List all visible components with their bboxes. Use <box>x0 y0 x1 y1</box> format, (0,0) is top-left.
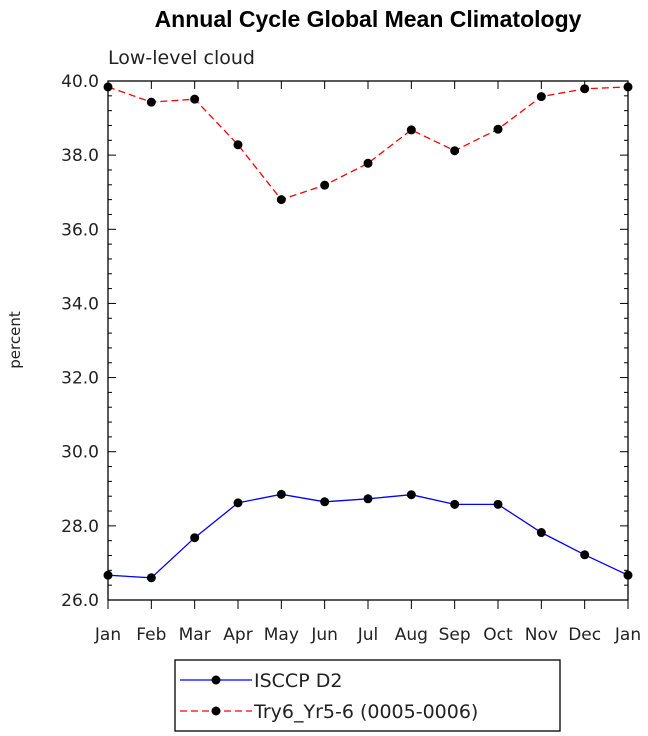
legend-box <box>174 659 561 732</box>
series-0-point <box>536 528 546 538</box>
series-1-point <box>320 180 330 190</box>
chart-subtitle: Low-level cloud <box>108 47 255 69</box>
series-1-point <box>406 125 416 135</box>
x-tick-label: May <box>264 625 299 645</box>
y-tick-label: 36.0 <box>61 220 99 240</box>
series-0-point <box>580 550 590 560</box>
legend-label-1: Try6_Yr5-6 (0005-0006) <box>253 701 478 723</box>
legend: ISCCP D2 Try6_Yr5-6 (0005-0006) <box>174 659 561 732</box>
series-0-point <box>146 573 156 583</box>
y-tick-label: 40.0 <box>61 72 99 92</box>
series-0-point <box>276 489 286 499</box>
series-1-point <box>190 94 200 104</box>
x-tick-label: Jan <box>614 625 641 645</box>
y-tick-label: 38.0 <box>61 146 99 166</box>
legend-marker-1 <box>211 706 221 716</box>
series-0-point <box>190 533 200 543</box>
x-tick-label: Nov <box>525 625 558 645</box>
y-tick-label: 28.0 <box>61 517 99 537</box>
x-tick-label: Sep <box>439 625 471 645</box>
x-tick-label: Apr <box>223 625 252 645</box>
series-1-point <box>450 146 460 156</box>
legend-marker-0 <box>211 675 221 685</box>
x-tick-label: Feb <box>136 625 166 645</box>
legend-label-0: ISCCP D2 <box>254 670 342 692</box>
x-tick-label: Jan <box>94 625 121 645</box>
series-1-point <box>146 97 156 107</box>
x-tick-label: Mar <box>179 625 211 645</box>
ticks-layer: 26.0 28.0 30.0 32.0 34.0 36.0 38.0 40.0 Jan Feb Ma… <box>61 72 641 645</box>
y-tick-label: 26.0 <box>61 591 99 611</box>
x-tick-label: Aug <box>395 625 428 645</box>
series-1-point <box>363 158 373 168</box>
series-1-point <box>580 84 590 94</box>
series-1-point <box>493 124 503 134</box>
x-tick-label: Oct <box>483 625 513 645</box>
series-1-point <box>233 140 243 150</box>
x-tick-label: Jun <box>310 625 338 645</box>
series-0-point <box>320 497 330 507</box>
chart-title: Annual Cycle Global Mean Climatology <box>155 6 582 32</box>
y-tick-label: 30.0 <box>61 443 99 463</box>
series-0-point <box>233 498 243 508</box>
series-0-point <box>406 490 416 500</box>
series-0-point <box>493 499 503 509</box>
x-tick-label: Jul <box>357 625 379 645</box>
plot-frame <box>107 80 629 601</box>
x-tick-label: Dec <box>568 625 601 645</box>
y-axis-label: percent <box>6 311 24 369</box>
y-tick-label: 32.0 <box>61 369 99 389</box>
y-tick-label: 34.0 <box>61 294 99 314</box>
series-0-point <box>450 499 460 509</box>
series-1-point <box>536 92 546 102</box>
series-line-0 <box>107 493 629 579</box>
series-0-point <box>363 494 373 504</box>
series-1-point <box>276 195 286 205</box>
series-layer <box>103 82 633 583</box>
series-line-1 <box>107 86 629 201</box>
